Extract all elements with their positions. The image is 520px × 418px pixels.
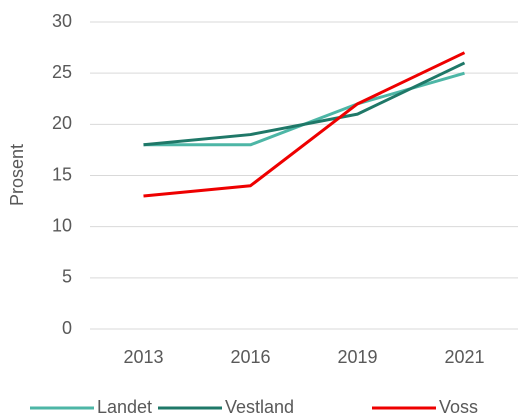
y-tick-label: 10 [52,215,72,235]
y-tick-label: 30 [52,11,72,31]
x-tick-label: 2013 [123,347,163,367]
line-series [143,61,466,147]
legend-label: Landet [97,397,152,417]
line-series [143,71,465,147]
x-tick-label: 2021 [444,347,484,367]
y-tick-label: 20 [52,113,72,133]
legend-label: Vestland [225,397,294,417]
y-tick-label: 25 [52,62,72,82]
legend-label: Voss [439,397,478,417]
y-axis-label: Prosent [7,144,27,206]
x-tick-label: 2016 [230,347,270,367]
y-tick-label: 15 [52,164,72,184]
y-tick-label: 0 [62,318,72,338]
x-tick-label: 2019 [337,347,377,367]
line-series [143,51,466,198]
y-tick-label: 5 [62,267,72,287]
